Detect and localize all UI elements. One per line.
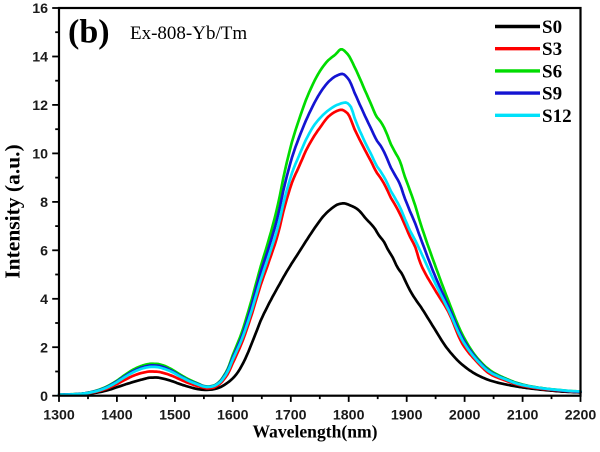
svg-text:14: 14 <box>32 50 48 66</box>
svg-text:2200: 2200 <box>565 408 597 424</box>
svg-text:(b): (b) <box>68 14 110 51</box>
svg-text:2000: 2000 <box>449 408 481 424</box>
svg-text:S3: S3 <box>542 39 562 60</box>
svg-text:1600: 1600 <box>217 408 249 424</box>
svg-text:10: 10 <box>32 147 48 163</box>
svg-text:0: 0 <box>40 389 48 405</box>
svg-text:S12: S12 <box>542 106 572 127</box>
svg-text:1500: 1500 <box>159 408 191 424</box>
svg-text:2: 2 <box>40 340 48 356</box>
svg-text:8: 8 <box>40 195 48 211</box>
svg-text:6: 6 <box>40 244 48 260</box>
svg-text:Intensity (a.u.): Intensity (a.u.) <box>1 144 25 278</box>
svg-text:Wavelength(nm): Wavelength(nm) <box>252 422 377 442</box>
svg-text:1300: 1300 <box>43 408 75 424</box>
svg-text:16: 16 <box>32 1 48 17</box>
svg-text:1700: 1700 <box>275 408 307 424</box>
svg-text:S6: S6 <box>542 61 562 82</box>
svg-text:Ex-808-Yb/Tm: Ex-808-Yb/Tm <box>130 23 247 44</box>
svg-text:S0: S0 <box>542 17 562 38</box>
svg-text:S9: S9 <box>542 84 562 105</box>
svg-text:12: 12 <box>32 98 48 114</box>
svg-text:2100: 2100 <box>507 408 539 424</box>
svg-text:1400: 1400 <box>101 408 133 424</box>
svg-text:1900: 1900 <box>391 408 423 424</box>
svg-text:4: 4 <box>40 292 48 308</box>
svg-text:1800: 1800 <box>333 408 365 424</box>
